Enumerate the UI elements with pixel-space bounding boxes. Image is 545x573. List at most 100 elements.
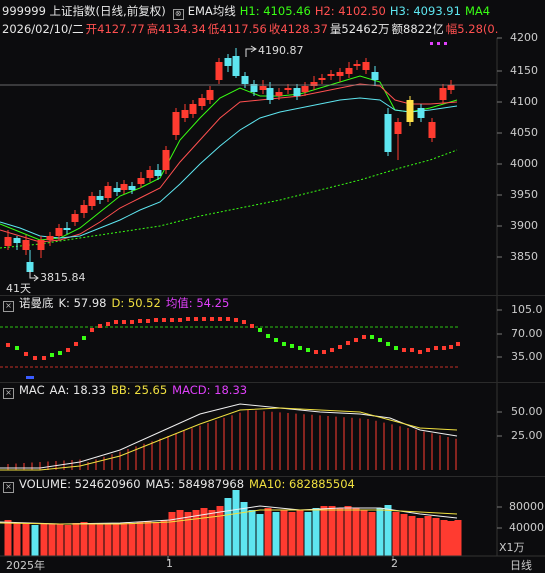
mac-bb-line [0,407,458,471]
volume-bar [256,514,264,556]
ema-label[interactable]: EMA均线 [187,4,236,18]
kd-dot [58,351,62,355]
candle-body [362,62,370,70]
bar-high: 高4134.34 [146,22,206,36]
ema-h1: H1: 4105.46 [239,4,311,18]
volume-bar [264,508,272,556]
kd-header: × 诺曼底 K: 57.98 D: 50.52 均值: 54.25 [0,295,545,312]
volume-tick: 80000 [509,500,544,513]
volume-bar [200,508,208,556]
candle-body [250,84,258,92]
candle-body [198,98,206,106]
volume-header: × VOLUME: 524620960 MA5: 584987968 MA10: 68… [0,476,545,493]
kd-dot [346,341,350,345]
kd-dot [130,320,134,324]
candle-body [22,240,30,250]
volume-bar [296,510,304,556]
volume-bar [120,523,128,556]
mac-name[interactable]: MAC [19,383,45,397]
candle-body [88,196,96,206]
kd-dot [449,345,453,349]
candle-body [113,188,121,192]
volume-ma5: MA5: 584987968 [145,477,245,491]
volume-bar [447,521,455,556]
candle-body [13,238,21,243]
volume-bar [48,524,56,556]
candle-body [189,104,197,114]
candle-body [310,82,318,86]
candle-body [447,85,455,90]
kd-dot [322,350,326,354]
bar-open: 开4127.77 [85,22,145,36]
candle-body [284,88,292,90]
kd-dot [234,318,238,322]
mac-aa-line [0,403,458,469]
mac-tick: 25.00 [511,429,543,442]
vol-grid [497,506,502,529]
price-grid [497,37,502,258]
kd-dot [330,348,334,352]
signal-dot [444,42,447,45]
volume-ma-lines [0,505,458,525]
candle-body [266,88,274,100]
bar-volume: 量52462万 [329,22,390,36]
settings-icon[interactable]: ⊗ [172,9,184,20]
ema-h1-line [0,75,458,241]
candle-body [232,56,240,76]
kd-dot [226,317,230,321]
candle-body [336,72,344,76]
volume-bar [56,524,64,556]
kd-dot [114,320,118,324]
candle-body [301,86,309,92]
kd-grid [497,309,502,358]
volume-bar [424,516,432,556]
candle-body [275,92,283,96]
ema-lines [0,75,458,249]
bar-low: 低4117.56 [207,22,267,36]
volume-bar [454,520,462,556]
candle-body [55,228,63,236]
volume-unit: X1万 [499,541,525,554]
bar-close: 收4128.37 [268,22,328,36]
candle-body [318,78,326,80]
candle-body [394,122,402,134]
close-icon[interactable]: × [3,482,14,493]
signal-dot [430,42,433,45]
candle-body [353,64,361,66]
kd-marker [26,376,34,379]
kd-dot [274,338,278,342]
kd-dot [410,348,414,352]
candle-body [259,86,267,90]
period-label[interactable]: 日线 [510,559,532,572]
candle-body [128,186,136,190]
kd-dot [154,318,158,322]
kd-dot [362,335,366,339]
kd-dot [370,335,374,339]
candlesticks[interactable] [4,48,455,272]
kd-dot [50,353,54,357]
volume-bar [160,520,168,556]
candle-body [63,228,71,230]
price-tick: 4000 [510,157,538,170]
volume-bar [272,512,280,556]
close-icon[interactable]: × [3,301,14,312]
close-icon[interactable]: × [3,388,14,399]
kd-avg: 均值: 54.25 [165,296,230,310]
kd-dot [426,348,430,352]
kd-d: D: 50.52 [111,296,161,310]
kd-dot [162,318,166,322]
x-label-month: 2 [391,557,398,570]
days-label: 41天 [6,282,31,295]
kd-dot [210,317,214,321]
volume-bar [40,524,48,556]
kd-dot [290,344,294,348]
x-label-year: 2025年 [6,559,45,572]
volume-value[interactable]: VOLUME: 524620960 [19,477,141,491]
security-title[interactable]: 999999 上证指数(日线,前复权) [2,4,166,18]
mac-tick: 50.00 [511,405,543,418]
candle-body [71,214,79,222]
candle-body [172,112,180,135]
kd-name[interactable]: 诺曼底 [19,296,54,310]
mac-bb: BB: 25.65 [110,383,168,397]
